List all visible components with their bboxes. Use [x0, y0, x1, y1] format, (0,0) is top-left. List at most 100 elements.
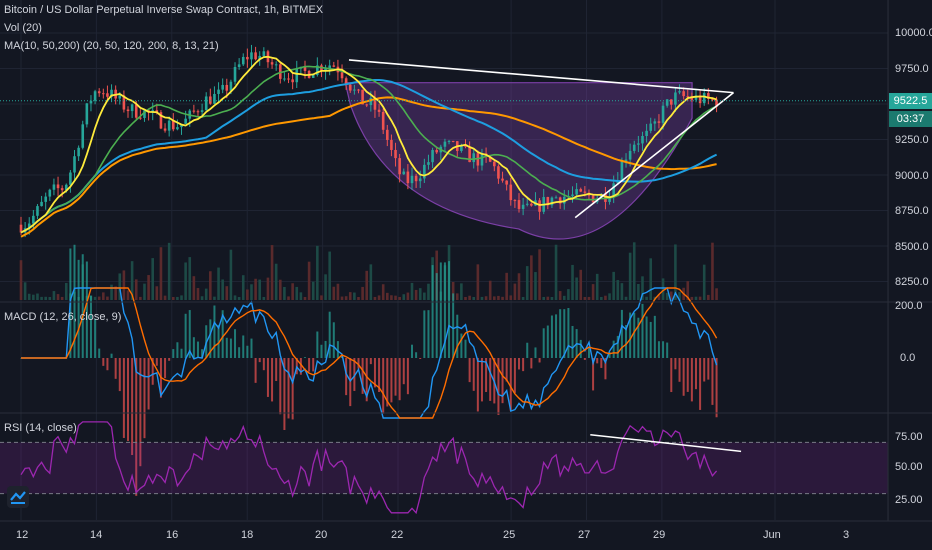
- candle-body: [27, 223, 31, 229]
- candle-body: [386, 129, 389, 140]
- candle-body: [85, 103, 89, 125]
- candle-body: [237, 64, 241, 67]
- volume-bar: [464, 296, 467, 300]
- macd-histogram-bar: [217, 324, 220, 358]
- macd-histogram-bar: [394, 358, 397, 396]
- chart-title: Bitcoin / US Dollar Perpetual Inverse Sw…: [4, 4, 324, 16]
- macd-histogram-bar: [221, 310, 224, 358]
- macd-histogram-bar: [472, 358, 475, 391]
- macd-histogram-bar: [431, 265, 434, 358]
- macd-histogram-bar: [102, 358, 105, 366]
- macd-histogram-bar: [534, 347, 537, 358]
- macd-histogram-bar: [114, 358, 117, 379]
- macd-histogram-bar: [427, 310, 430, 358]
- candle-body: [493, 161, 496, 167]
- candle-body: [410, 175, 414, 184]
- macd-histogram-bar: [563, 309, 566, 358]
- candle-body: [353, 89, 356, 91]
- macd-histogram-bar: [550, 315, 553, 358]
- candle-body: [443, 141, 447, 147]
- volume-bar: [118, 273, 122, 300]
- volume-bar: [204, 288, 208, 300]
- candle-body: [690, 96, 694, 100]
- volume-bar: [657, 294, 661, 300]
- macd-histogram-bar: [357, 358, 360, 369]
- volume-bar: [283, 286, 286, 300]
- volume-bar: [316, 245, 319, 300]
- ma-50-line: [20, 65, 717, 234]
- macd-histogram-bar: [279, 358, 282, 415]
- volume-bar: [126, 290, 130, 300]
- candle-body: [126, 109, 130, 112]
- candle-body: [332, 65, 336, 67]
- macd-histogram-bar: [353, 358, 356, 391]
- macd-histogram-bar: [542, 328, 545, 358]
- candle-body: [513, 200, 517, 202]
- candle-body: [608, 196, 611, 202]
- candle-body: [287, 78, 290, 80]
- candle-body: [402, 171, 406, 175]
- candle-body: [340, 72, 344, 79]
- volume-bar: [361, 286, 364, 300]
- volume-bar: [624, 296, 628, 300]
- time-tick: 12: [16, 529, 29, 541]
- macd-histogram-bar: [258, 358, 261, 363]
- macd-histogram-bar: [522, 358, 525, 372]
- candle-body: [328, 65, 331, 69]
- time-tick: 18: [241, 529, 254, 541]
- volume-bar: [299, 292, 303, 300]
- macd-histogram-bar: [592, 358, 595, 391]
- macd-histogram-bar: [320, 344, 323, 358]
- macd-histogram-bar: [164, 358, 167, 379]
- macd-histogram-bar: [526, 342, 529, 358]
- macd-histogram-bar: [275, 358, 278, 381]
- volume-bar: [616, 280, 620, 300]
- volume-bar: [262, 296, 266, 300]
- volume-bar: [583, 296, 587, 300]
- volume-bar: [266, 277, 270, 300]
- volume-bar: [493, 296, 496, 300]
- volume-bar: [246, 289, 249, 300]
- time-tick: 25: [503, 529, 516, 541]
- macd-histogram-bar: [670, 358, 673, 393]
- macd-histogram-bar: [386, 358, 389, 407]
- candle-body: [134, 104, 138, 118]
- macd-histogram-bar: [682, 358, 685, 396]
- candle-body: [192, 110, 196, 112]
- candle-body: [258, 55, 262, 60]
- macd-histogram-bar: [555, 314, 558, 358]
- candle-body: [89, 100, 93, 104]
- macd-histogram-bar: [410, 344, 413, 358]
- macd-histogram-bar: [456, 314, 459, 358]
- macd-histogram-bar: [118, 358, 121, 392]
- time-tick: Jun: [763, 529, 781, 541]
- macd-histogram-bar: [620, 309, 623, 358]
- candle-body: [344, 78, 348, 85]
- candle-body: [632, 144, 636, 151]
- macd-histogram-bar: [711, 358, 714, 405]
- volume-bar: [534, 272, 537, 300]
- volume-bar: [686, 281, 690, 300]
- macd-histogram-bar: [596, 358, 599, 364]
- candle-body: [176, 127, 179, 130]
- candle-body: [715, 99, 718, 107]
- macd-histogram-bar: [657, 341, 660, 358]
- macd-histogram-bar: [690, 358, 693, 402]
- candle-body: [130, 104, 134, 112]
- volume-legend: Vol (20): [4, 22, 42, 34]
- candle-body: [653, 121, 657, 124]
- volume-bar: [410, 282, 414, 300]
- macd-histogram-bar: [633, 312, 636, 358]
- tradingview-logo[interactable]: [7, 486, 29, 508]
- candle-body: [505, 180, 508, 185]
- macd-tick: 200.0: [895, 300, 923, 312]
- volume-bar: [291, 283, 294, 300]
- volume-bar: [353, 292, 356, 300]
- volume-bar: [213, 296, 216, 300]
- volume-bar: [525, 266, 529, 300]
- macd-histogram-bar: [600, 358, 603, 368]
- macd-histogram-bar: [662, 341, 665, 358]
- volume-bar: [369, 264, 373, 300]
- candle-body: [171, 120, 175, 130]
